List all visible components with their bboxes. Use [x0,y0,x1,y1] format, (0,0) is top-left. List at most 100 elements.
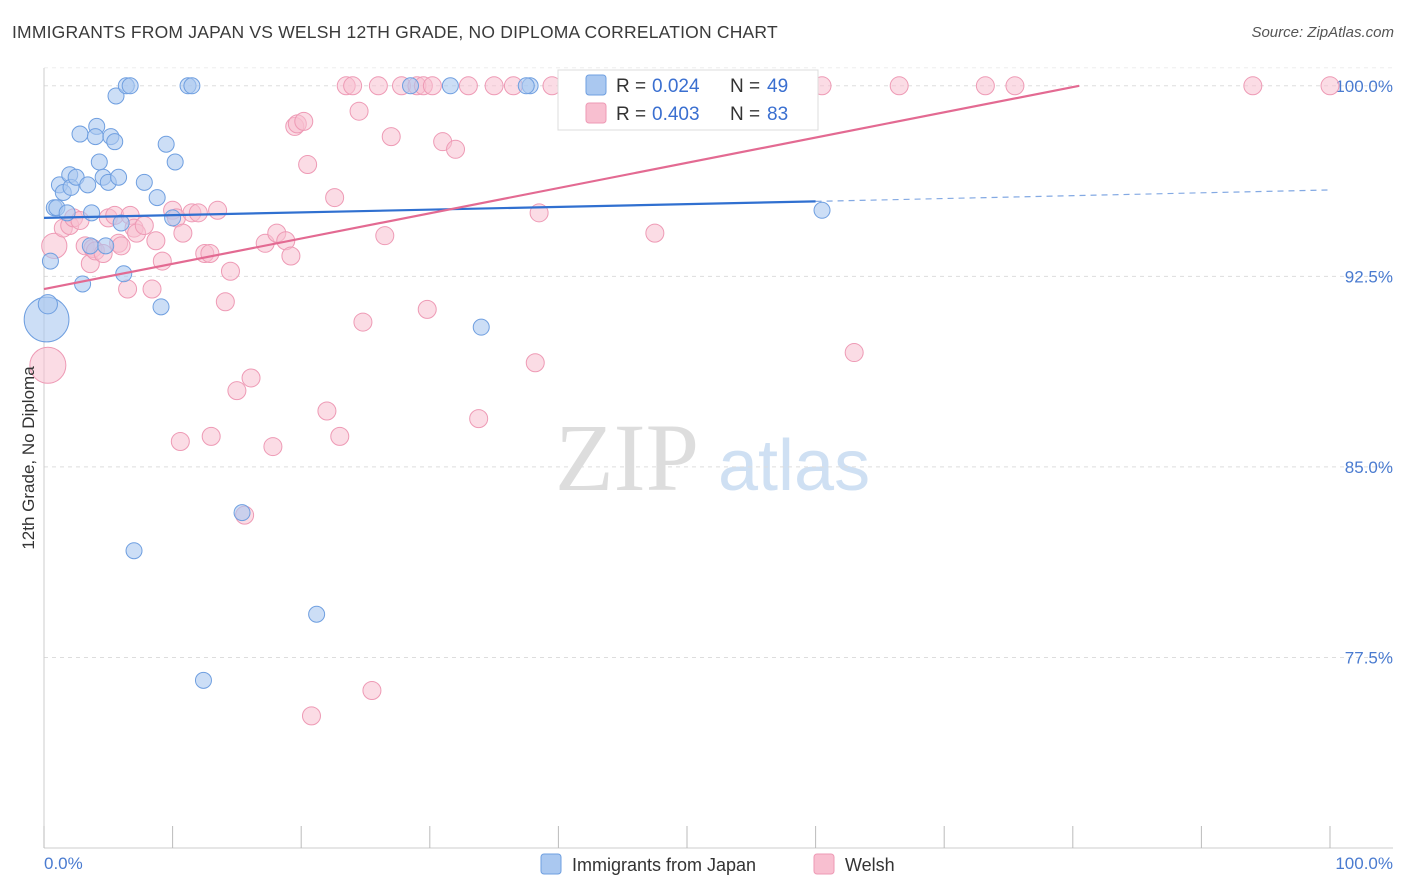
welsh-point [170,431,190,451]
japan-trend-extension [815,189,1331,202]
welsh-point [188,203,208,223]
legend-n-value-welsh: 83 [767,104,788,125]
welsh-point [975,76,995,96]
welsh-point [317,401,337,421]
legend-n-label-japan: N = [730,76,760,97]
bottom-legend-swatch-welsh [813,853,835,875]
japan-trend-line [43,200,816,220]
japan-point [112,214,130,232]
welsh-point [118,279,138,299]
bottom-legend-label-welsh: Welsh [845,855,895,875]
japan-point [125,542,143,560]
welsh-point [281,246,301,266]
welsh-point [173,223,193,243]
welsh-point [301,706,321,726]
y-tick-label: 92.5% [1345,267,1393,286]
welsh-point [422,76,442,96]
welsh-point [381,127,401,147]
welsh-point [525,353,545,373]
japan-point [110,168,128,186]
japan-point [90,153,108,171]
legend-swatch-welsh [585,102,607,124]
welsh-point [298,155,318,175]
welsh-point [29,346,67,384]
legend-box: R = 0.024 N = 49 R = 0.403 N = 83 [557,69,819,131]
legend-r-value-welsh: 0.403 [652,104,700,125]
japan-point [157,135,175,153]
welsh-point [208,200,228,220]
japan-point [121,77,139,95]
welsh-point [889,76,909,96]
bottom-legend-label-japan: Immigrants from Japan [572,855,756,875]
japan-point [106,133,124,151]
welsh-point [343,76,363,96]
welsh-point [353,312,373,332]
y-tick-label: 77.5% [1345,648,1393,667]
japan-point [81,237,99,255]
japan-point [86,128,104,146]
bottom-legend-swatch-japan [540,853,562,875]
welsh-point [446,139,466,159]
japan-point [37,294,58,315]
japan-point [107,87,125,105]
welsh-point [1320,76,1340,96]
welsh-point [469,409,489,429]
source-credit: Source: ZipAtlas.com [1251,24,1394,41]
welsh-point [241,368,261,388]
welsh-point [294,111,314,131]
japan-points [23,77,831,689]
japan-point [517,77,535,95]
welsh-point [263,437,283,457]
japan-point [183,77,201,95]
x-tick-label-start: 0.0% [44,854,83,873]
axes: 100.0% 92.5% 85.0% 77.5% 0.0% 100.0% [43,68,1393,873]
y-tick-label: 100.0% [1335,77,1393,96]
welsh-point [146,231,166,251]
legend-swatch-japan [585,74,607,96]
japan-point [74,275,92,293]
bottom-legend: Immigrants from Japan Welsh [540,853,895,875]
welsh-trend-line [43,84,1080,291]
japan-point [441,77,459,95]
welsh-point [645,223,665,243]
welsh-point [201,426,221,446]
welsh-point [417,299,437,319]
welsh-point [1005,76,1025,96]
watermark-atlas: atlas [718,426,870,506]
japan-point [813,201,831,219]
chart-title: IMMIGRANTS FROM JAPAN VS WELSH 12TH GRAD… [12,22,778,42]
welsh-point [349,101,369,121]
welsh-point [368,76,388,96]
japan-point [83,204,101,222]
japan-point [233,504,251,522]
japan-point [402,77,420,95]
welsh-point [227,381,247,401]
japan-point [97,237,115,255]
x-tick-label-end: 100.0% [1335,854,1393,873]
japan-point [79,176,97,194]
welsh-points [29,76,1340,726]
japan-point [472,318,490,336]
welsh-point [111,236,131,256]
welsh-point [458,76,478,96]
welsh-point [215,292,235,312]
legend-n-label-welsh: N = [730,104,760,125]
watermark-zip: ZIP [555,404,699,511]
welsh-point [220,261,240,281]
welsh-point [844,343,864,363]
welsh-point [375,226,395,246]
japan-point [308,605,326,623]
japan-point [152,298,170,316]
welsh-point [134,216,154,236]
welsh-point [330,426,350,446]
legend-r-label-japan: R = [616,76,646,97]
y-tick-label: 85.0% [1345,458,1393,477]
japan-point [194,671,212,689]
japan-point [164,209,182,227]
legend-r-label-welsh: R = [616,104,646,125]
welsh-point [142,279,162,299]
japan-point [148,189,166,207]
welsh-point [484,76,504,96]
welsh-point [325,188,345,208]
